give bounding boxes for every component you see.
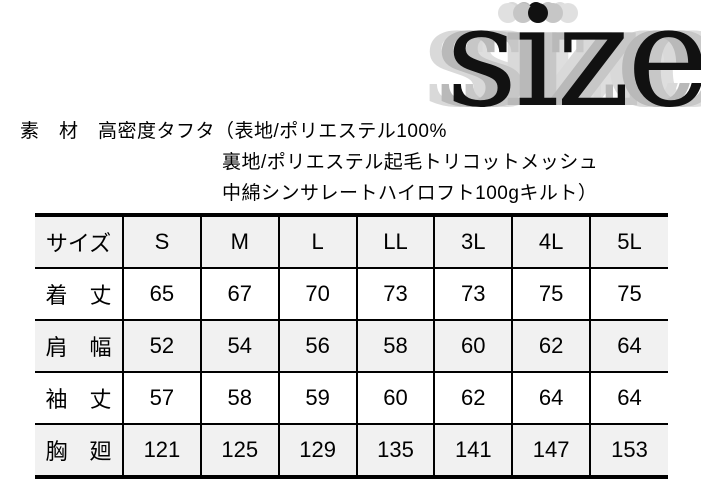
material-description: 素 材 高密度タフタ（表地/ポリエステル100% 裏地/ポリエステル起毛トリコッ… <box>20 116 598 209</box>
size-column-header: S <box>122 215 201 268</box>
size-value-cell: 73 <box>433 267 513 320</box>
size-value-cell: 64 <box>511 371 591 424</box>
size-table-head: サイズ S M L LL 3L 4L 5L <box>35 215 668 268</box>
size-value-cell: 58 <box>355 319 435 372</box>
size-value-cell: 73 <box>355 267 435 320</box>
size-logo: size <box>445 0 701 139</box>
material-line-3: 中綿シンサレートハイロフト100gキルト） <box>222 183 598 204</box>
size-value-cell: 67 <box>199 267 279 320</box>
size-value-cell: 60 <box>355 371 435 424</box>
size-value-cell: 59 <box>277 371 357 424</box>
size-value-cell: 64 <box>589 371 668 424</box>
size-value-cell: 153 <box>589 423 668 477</box>
size-table-header-row: サイズ S M L LL 3L 4L 5L <box>35 215 668 268</box>
size-value-cell: 70 <box>277 267 357 320</box>
table-row: 肩 幅 52 54 56 58 60 62 64 <box>35 319 668 372</box>
size-value-cell: 64 <box>589 319 668 372</box>
logo-i-dot-icon <box>528 3 548 23</box>
table-row: 着 丈 65 67 70 73 73 75 75 <box>35 267 668 320</box>
size-column-header: M <box>199 215 279 268</box>
material-line-2: 裏地/ポリエステル起毛トリコットメッシュ <box>222 152 599 173</box>
material-line-1: 素 材 高密度タフタ（表地/ポリエステル100% <box>20 121 447 142</box>
size-value-cell: 75 <box>589 267 668 320</box>
row-label: 肩 幅 <box>35 319 123 372</box>
size-value-cell: 62 <box>433 371 513 424</box>
size-value-cell: 60 <box>433 319 513 372</box>
size-column-header: 5L <box>589 215 668 268</box>
size-value-cell: 65 <box>122 267 201 320</box>
size-column-header: 3L <box>433 215 513 268</box>
size-value-cell: 129 <box>277 423 357 477</box>
size-value-cell: 54 <box>199 319 279 372</box>
size-value-cell: 62 <box>511 319 591 372</box>
size-value-cell: 57 <box>122 371 201 424</box>
size-value-cell: 56 <box>277 319 357 372</box>
size-column-header: LL <box>355 215 435 268</box>
size-column-header: L <box>277 215 357 268</box>
size-value-cell: 121 <box>122 423 201 477</box>
table-row: 袖 丈 57 58 59 60 62 64 64 <box>35 371 668 424</box>
size-table: サイズ S M L LL 3L 4L 5L 着 丈 65 67 70 73 73 75 75 肩 幅 52 54 5… <box>35 213 668 479</box>
size-table-corner-header: サイズ <box>45 231 112 256</box>
table-row: 胸 廻 121 125 129 135 141 147 153 <box>35 423 668 477</box>
size-value-cell: 135 <box>355 423 435 477</box>
size-value-cell: 147 <box>511 423 591 477</box>
row-label: 着 丈 <box>35 267 123 320</box>
row-label: 袖 丈 <box>35 371 123 424</box>
size-value-cell: 75 <box>511 267 591 320</box>
size-value-cell: 52 <box>122 319 201 372</box>
size-value-cell: 141 <box>433 423 513 477</box>
size-table-body: 着 丈 65 67 70 73 73 75 75 肩 幅 52 54 56 58 60 62 64 袖 丈 57 5… <box>35 267 668 477</box>
size-column-header: 4L <box>511 215 591 268</box>
size-value-cell: 58 <box>199 371 279 424</box>
size-value-cell: 125 <box>199 423 279 477</box>
row-label: 胸 廻 <box>35 423 123 477</box>
